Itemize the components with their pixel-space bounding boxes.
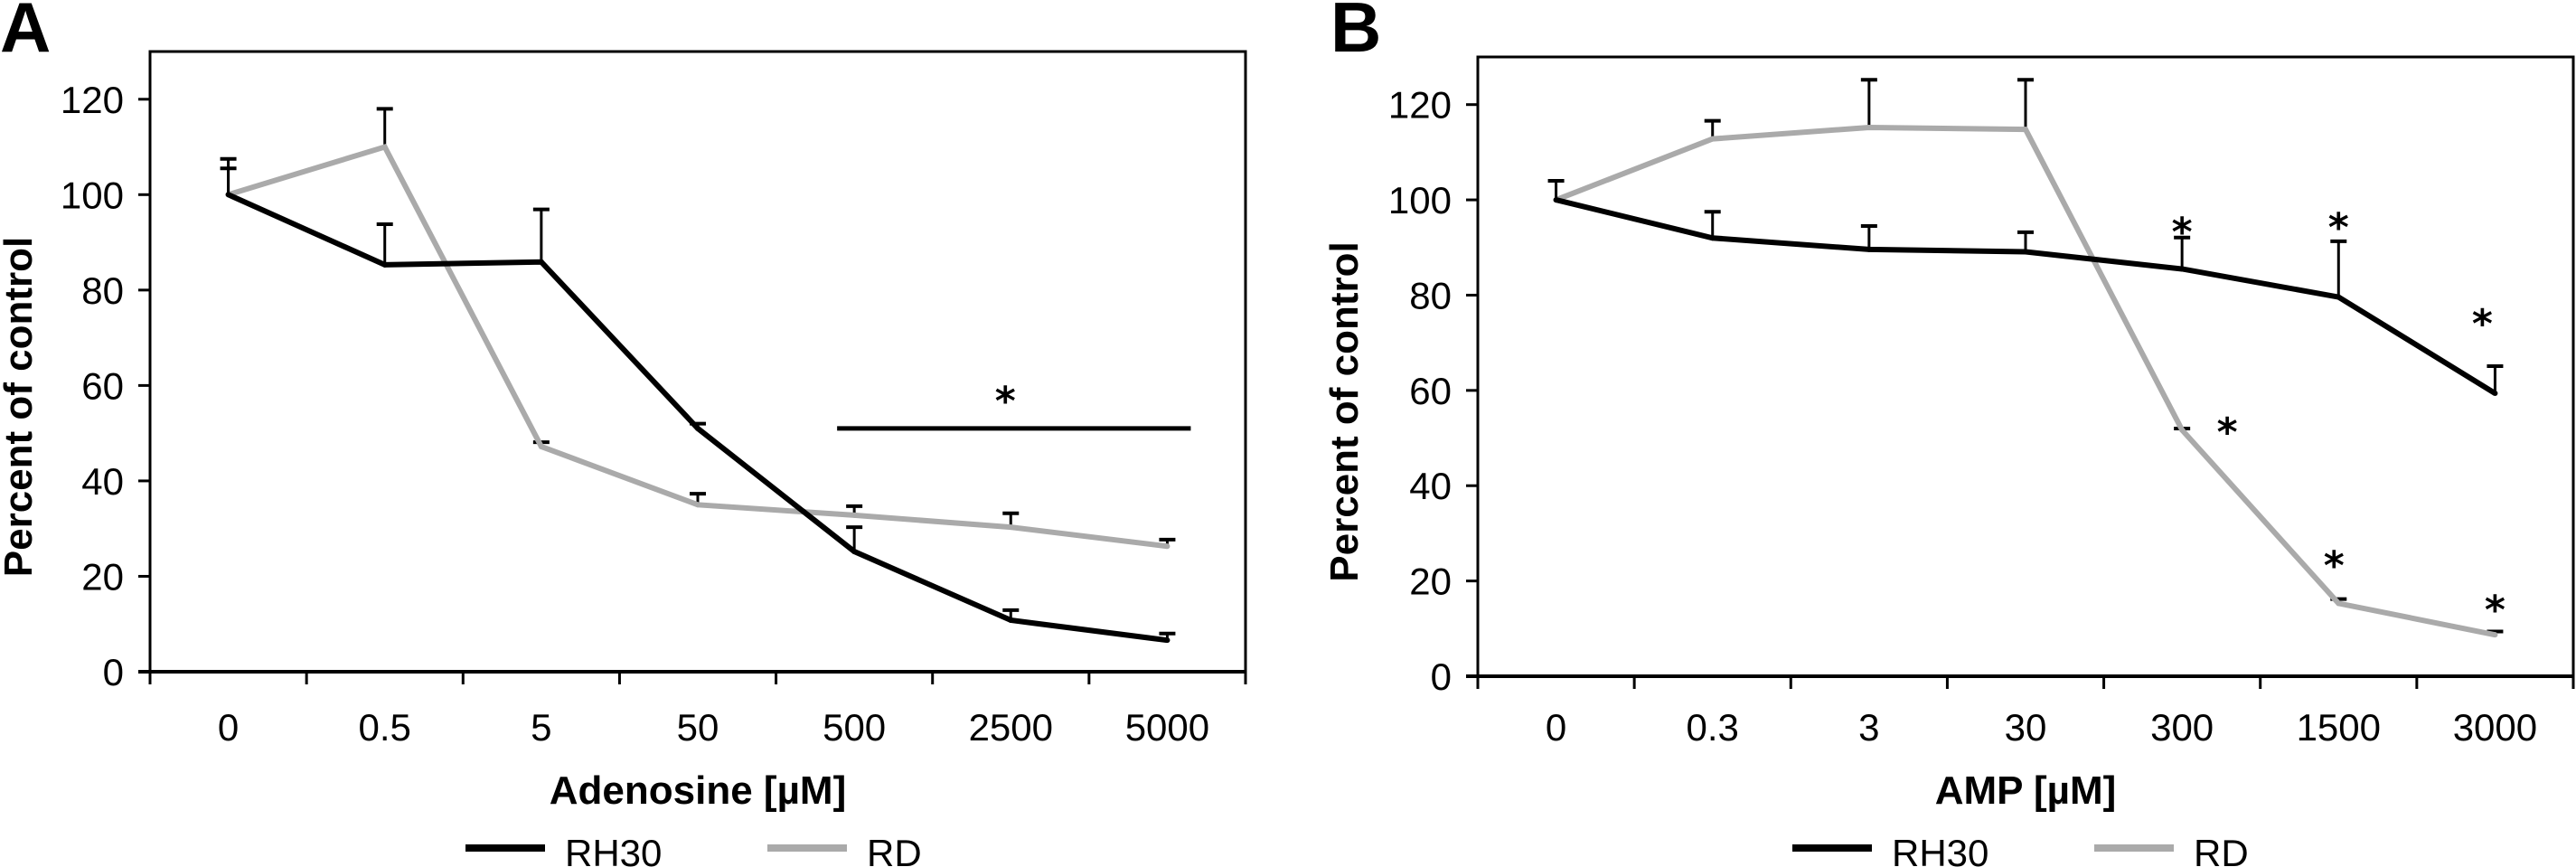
data-point <box>1164 543 1170 550</box>
x-tick-label: 30 <box>2005 706 2047 749</box>
data-point <box>1709 136 1716 142</box>
significance-asterisk: * <box>2485 587 2505 633</box>
y-tick-label: 40 <box>81 460 124 503</box>
series-line <box>1555 124 2496 638</box>
x-tick-label: 5000 <box>1125 706 1209 749</box>
plot-frame <box>1476 55 2575 678</box>
panel-label: A <box>0 0 51 67</box>
x-tick-label: 0 <box>1546 706 1566 749</box>
series-rd <box>1553 78 2504 638</box>
panel-b: B 0 20 40 60 80 100 120 0 0.3 3 30 300 1500 3000 AMP [… <box>1322 0 2575 867</box>
x-tick-label: 5 <box>531 706 551 749</box>
plot-frame <box>148 50 1247 674</box>
y-tick-label: 0 <box>1431 655 1452 698</box>
data-point <box>695 502 700 508</box>
data-point <box>695 425 700 431</box>
data-point <box>1008 524 1014 531</box>
significance-asterisk: * <box>2324 542 2345 589</box>
x-axis-title: Adenosine [µM] <box>550 768 846 813</box>
data-point <box>2179 427 2186 433</box>
x-tick-label: 0.5 <box>359 706 411 749</box>
data-point <box>538 443 544 449</box>
series-line <box>227 143 1168 550</box>
data-point <box>2179 266 2186 272</box>
data-point <box>851 549 858 555</box>
panel-a: A 0 20 40 60 80 100 120 0 0.5 5 50 500 2500 5000 Adeno… <box>0 0 1247 867</box>
y-tick-label: 120 <box>1388 84 1452 127</box>
legend-label-rd: RD <box>867 832 922 867</box>
data-point <box>2023 249 2028 255</box>
significance-asterisk: * <box>2217 410 2238 456</box>
data-point <box>1164 637 1170 644</box>
x-tick-label: 50 <box>677 706 719 749</box>
y-axis-title: Percent of control <box>1322 241 1367 582</box>
x-tick-label: 500 <box>823 706 886 749</box>
data-point <box>2336 600 2342 607</box>
data-point <box>1008 617 1014 624</box>
series-rd <box>220 107 1176 550</box>
x-tick-label: 1500 <box>2297 706 2381 749</box>
legend-label-rh30: RH30 <box>565 832 662 867</box>
data-point <box>381 144 388 150</box>
y-axis-title: Percent of control <box>0 237 41 578</box>
y-tick-label: 100 <box>61 174 124 216</box>
legend: RH30 RD <box>1792 832 2249 867</box>
y-tick-label: 120 <box>61 79 124 121</box>
x-axis-title: AMP [µM] <box>1935 768 2117 813</box>
data-point <box>2492 632 2498 638</box>
data-point <box>1866 124 1872 130</box>
x-tick-label: 300 <box>2150 706 2214 749</box>
significance-asterisk: * <box>2172 210 2193 256</box>
y-tick-label: 20 <box>81 555 124 598</box>
y-tick-label: 60 <box>1409 370 1452 412</box>
y-tick-label: 60 <box>81 364 124 407</box>
legend: RH30 RD <box>465 832 922 867</box>
legend-label-rd: RD <box>2194 832 2249 867</box>
significance-asterisk: * <box>995 378 1016 424</box>
y-tick-label: 40 <box>1409 465 1452 507</box>
data-point <box>538 259 544 265</box>
y-tick-label: 80 <box>81 269 124 312</box>
data-point <box>2492 391 2498 397</box>
x-tick-label: 0 <box>218 706 239 749</box>
significance-asterisk: * <box>2328 204 2349 250</box>
data-point <box>1709 235 1716 241</box>
y-tick-label: 100 <box>1388 179 1452 221</box>
x-tick-label: 2500 <box>969 706 1053 749</box>
y-tick-label: 20 <box>1409 561 1452 603</box>
x-tick-label: 3 <box>1858 706 1879 749</box>
legend-label-rh30: RH30 <box>1892 832 1988 867</box>
data-point <box>1866 246 1872 252</box>
panel-label: B <box>1330 0 1381 67</box>
significance-asterisk: * <box>2472 301 2493 347</box>
data-point <box>2023 127 2028 133</box>
y-tick-label: 80 <box>1409 274 1452 316</box>
data-point <box>225 192 231 198</box>
series-rh30 <box>1547 179 2504 397</box>
data-point <box>1553 197 1559 203</box>
y-tick-label: 0 <box>103 651 124 693</box>
data-point <box>851 512 858 518</box>
series-line <box>1555 197 2496 396</box>
series-line <box>227 192 1168 644</box>
data-point <box>2336 294 2342 300</box>
x-tick-label: 0.3 <box>1687 706 1739 749</box>
data-point <box>381 261 388 268</box>
x-tick-label: 3000 <box>2453 706 2537 749</box>
series-rh30 <box>220 156 1176 644</box>
